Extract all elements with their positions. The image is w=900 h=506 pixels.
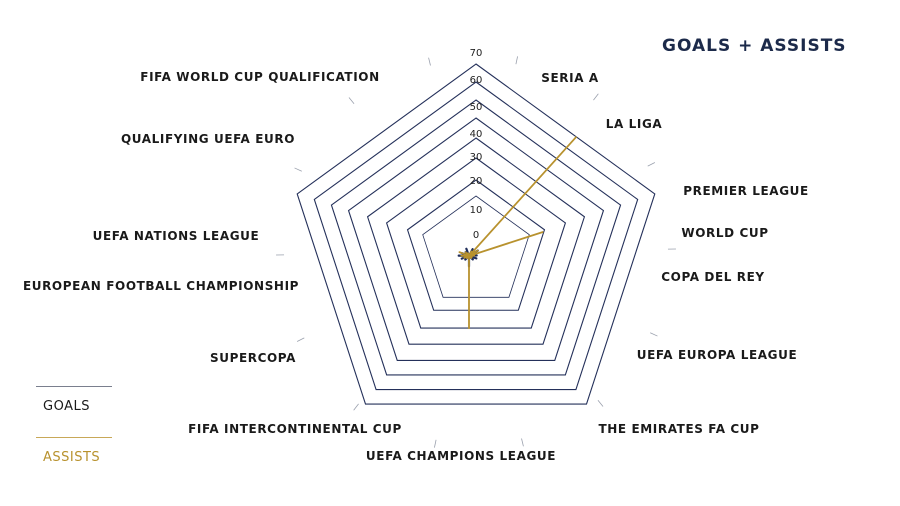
category-label-0: SERIA A bbox=[541, 71, 599, 85]
category-labels: SERIA A LA LIGA PREMIER LEAGUE WORLD CUP COP… bbox=[23, 70, 809, 463]
legend-label-goals: GOALS bbox=[43, 399, 90, 414]
category-label-3: WORLD CUP bbox=[681, 226, 768, 240]
category-label-13: FIFA WORLD CUP QUALIFICATION bbox=[140, 70, 379, 84]
spoke-tick-12 bbox=[348, 97, 355, 104]
tick-label-70: 70 bbox=[470, 48, 483, 59]
spoke-tick-4 bbox=[650, 332, 658, 337]
spoke-tick-0 bbox=[515, 56, 518, 65]
category-label-2: PREMIER LEAGUE bbox=[683, 184, 809, 198]
category-label-8: FIFA INTERCONTINENTAL CUP bbox=[188, 422, 402, 436]
radar-grid bbox=[276, 56, 676, 448]
spoke-tick-6 bbox=[521, 438, 524, 447]
spoke-tick-1 bbox=[593, 93, 599, 101]
grid-ring-7 bbox=[296, 63, 656, 405]
spoke-tick-9 bbox=[296, 337, 305, 342]
category-label-1: LA LIGA bbox=[606, 117, 663, 131]
grid-ring-0 bbox=[422, 195, 530, 298]
legend-line-assists bbox=[36, 437, 112, 438]
spoke-tick-7 bbox=[434, 439, 437, 448]
grid-ring-5 bbox=[330, 99, 622, 376]
spoke-tick-13 bbox=[428, 57, 431, 66]
radial-tick-labels: 0 10 20 30 40 50 60 70 bbox=[470, 48, 483, 241]
series-layer bbox=[457, 136, 577, 330]
spoke-tick-5 bbox=[597, 400, 604, 407]
grid-ring-4 bbox=[347, 117, 605, 361]
tick-label-50: 50 bbox=[470, 102, 483, 113]
category-label-12: QUALIFYING UEFA EURO bbox=[121, 132, 295, 146]
assists-ray-13 bbox=[467, 252, 470, 257]
assists-ray-3 bbox=[468, 231, 544, 257]
category-label-9: SUPERCOPA bbox=[210, 351, 296, 365]
series-assists bbox=[458, 136, 577, 330]
legend-line-goals bbox=[36, 386, 112, 387]
category-label-6: THE EMIRATES FA CUP bbox=[598, 422, 759, 436]
legend-item-goals: GOALS bbox=[36, 386, 112, 414]
grid-ring-2 bbox=[385, 157, 567, 329]
grid-ring-3 bbox=[366, 137, 586, 345]
tick-label-30: 30 bbox=[470, 152, 483, 163]
chart-title: GOALS + ASSISTS bbox=[662, 36, 847, 56]
category-label-4: COPA DEL REY bbox=[661, 270, 764, 284]
spoke-tick-2 bbox=[647, 162, 656, 167]
legend-item-assists: ASSISTS bbox=[36, 437, 112, 465]
category-label-5: UEFA EUROPA LEAGUE bbox=[637, 348, 798, 362]
tick-label-10: 10 bbox=[470, 205, 483, 216]
tick-label-20: 20 bbox=[470, 176, 483, 187]
category-label-7: UEFA CHAMPIONS LEAGUE bbox=[366, 449, 556, 463]
category-label-11: UEFA NATIONS LEAGUE bbox=[93, 229, 260, 243]
grid-ring-6 bbox=[313, 81, 639, 391]
category-label-10: EUROPEAN FOOTBALL CHAMPIONSHIP bbox=[23, 279, 299, 293]
assists-ray-1 bbox=[468, 136, 577, 257]
legend-label-assists: ASSISTS bbox=[43, 450, 101, 465]
spoke-tick-11 bbox=[294, 167, 302, 172]
tick-label-0: 0 bbox=[473, 230, 479, 241]
tick-label-40: 40 bbox=[470, 129, 483, 140]
tick-label-60: 60 bbox=[470, 75, 483, 86]
grid-ring-1 bbox=[406, 179, 546, 311]
spoke-tick-8 bbox=[353, 403, 359, 411]
